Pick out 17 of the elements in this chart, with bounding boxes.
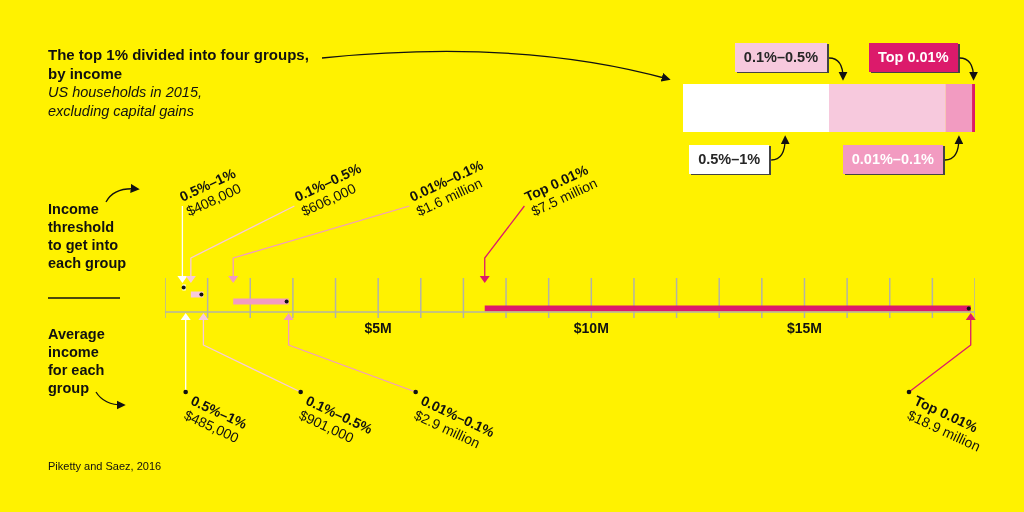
series-label: 0.1%–0.5% (734, 43, 828, 72)
x-tick-label: $15M (786, 319, 822, 336)
text: Piketty and Saez, 2016 (48, 459, 163, 473)
text: US households in 2015, excluding capital gains (48, 83, 203, 121)
bar (233, 298, 289, 305)
text: Income threshold to get into each group (48, 200, 128, 272)
x-tick-label: $10M (573, 319, 609, 336)
bar (683, 84, 829, 132)
series-label: 0.5%–1% (689, 145, 770, 174)
text: The top 1% divided into four groups, by income (48, 45, 310, 83)
series-label: 0.01%–0.1% (842, 145, 943, 174)
bar (972, 84, 975, 132)
bar (829, 84, 946, 132)
x-tick-label: $5M (364, 319, 392, 336)
text: Average income for each group (48, 325, 106, 397)
bar (945, 84, 973, 132)
text: Top 0.01% (868, 43, 958, 72)
